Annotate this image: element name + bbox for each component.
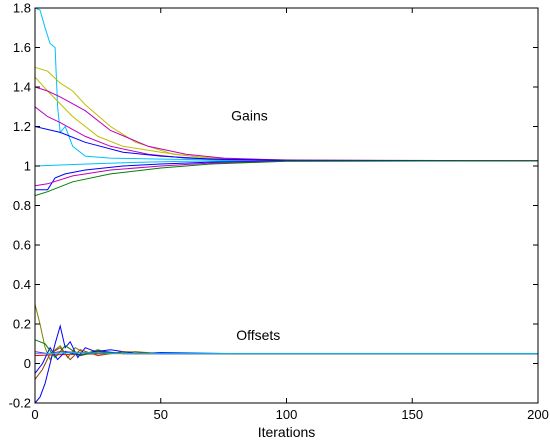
series-layer xyxy=(34,7,539,404)
offset-series-line-17 xyxy=(34,339,538,359)
y-tick-label: -0.2 xyxy=(9,396,31,411)
gain-series-line-10 xyxy=(34,160,539,197)
y-tick-label: 1.2 xyxy=(13,119,31,134)
x-tick-label: 0 xyxy=(31,407,38,422)
x-axis-title: Iterations xyxy=(258,424,316,440)
offset-series-line-15 xyxy=(34,346,538,374)
annotation-layer: Gains Offsets xyxy=(231,108,280,343)
y-tick-label: 1 xyxy=(24,159,31,174)
gain-series-line-6 xyxy=(34,106,539,162)
offset-series-line-13 xyxy=(34,304,538,361)
plot-frame xyxy=(34,7,539,404)
offset-series-line-18 xyxy=(35,352,538,355)
offset-series-line-14 xyxy=(34,324,538,404)
y-tick-label: 0.2 xyxy=(13,317,31,332)
y-tick-label: 0.6 xyxy=(13,238,31,253)
ticks-layer: 0 50 100 150 200-0.200.20.40.60.811.21.41.61… xyxy=(9,1,549,423)
annotation-gains: Gains xyxy=(231,108,268,124)
y-tick-label: 0.8 xyxy=(13,198,31,213)
x-tick-label: 150 xyxy=(401,407,423,422)
gain-series-line-1 xyxy=(34,7,539,162)
y-tick-label: 1.6 xyxy=(13,40,31,55)
offset-series-line-16 xyxy=(34,347,538,380)
gain-series-line-5 xyxy=(34,86,539,162)
gain-series-line-9 xyxy=(34,160,539,187)
y-tick-label: 1.4 xyxy=(13,80,31,95)
gain-series-line-7 xyxy=(34,126,539,162)
x-tick-label: 100 xyxy=(276,407,298,422)
x-tick-label: 50 xyxy=(154,407,168,422)
y-tick-label: 1.8 xyxy=(13,1,31,16)
y-tick-label: 0.4 xyxy=(13,277,31,292)
annotation-offsets: Offsets xyxy=(236,327,280,343)
gain-series-line-8 xyxy=(35,160,539,191)
x-tick-label: 200 xyxy=(527,407,549,422)
gain-series-line-4 xyxy=(34,76,539,162)
y-tick-label: 0 xyxy=(24,356,31,371)
